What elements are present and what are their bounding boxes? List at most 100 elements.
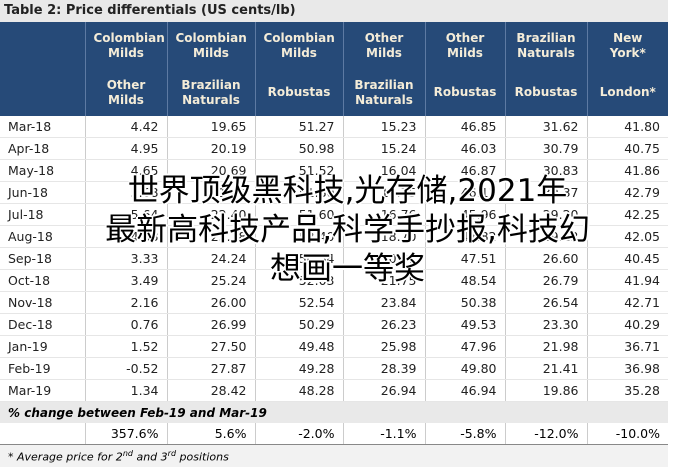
- value-cell: 26.54: [505, 292, 587, 314]
- value-cell: 15.24: [343, 138, 425, 160]
- value-cell: 2.16: [85, 292, 167, 314]
- value-cell: 46.03: [425, 138, 505, 160]
- value-cell: 26.00: [167, 292, 255, 314]
- footnote-part: * Average price for 2: [8, 450, 123, 463]
- header-cell: Robustas: [425, 69, 505, 116]
- month-cell: Dec-18: [0, 314, 85, 336]
- header-cell: Robustas: [255, 69, 343, 116]
- value-cell: 50.38: [425, 292, 505, 314]
- pct-cell: [0, 423, 85, 445]
- pct-cell: -1.1%: [343, 423, 425, 445]
- header-cell: London*: [587, 69, 668, 116]
- value-cell: 27.87: [167, 358, 255, 380]
- footnote-part: and 3: [133, 450, 168, 463]
- header-cell: Colombian Milds: [167, 22, 255, 69]
- header-cell: New York*: [587, 22, 668, 69]
- value-cell: 49.80: [425, 358, 505, 380]
- value-cell: 26.99: [167, 314, 255, 336]
- pct-cell: -5.8%: [425, 423, 505, 445]
- header-cell: Brazilian Naturals: [167, 69, 255, 116]
- overlay-text: 世界顶级黑科技,光存储,2021年最新高科技产品,科学手抄报,科技幻想画一等奖: [0, 172, 695, 289]
- value-cell: 26.23: [343, 314, 425, 336]
- footnote-part: positions: [176, 450, 229, 463]
- pct-label: % change between Feb-19 and Mar-19: [0, 402, 668, 424]
- value-cell: 23.84: [343, 292, 425, 314]
- header-cell: Robustas: [505, 69, 587, 116]
- value-cell: -0.52: [85, 358, 167, 380]
- value-cell: 28.42: [167, 380, 255, 402]
- month-cell: Jan-19: [0, 336, 85, 358]
- value-cell: 50.29: [255, 314, 343, 336]
- footnote-part: rd: [168, 449, 176, 458]
- month-cell: Mar-18: [0, 116, 85, 138]
- footnote-part: nd: [123, 449, 133, 458]
- value-cell: 21.98: [505, 336, 587, 358]
- header-cell: Other Milds: [425, 22, 505, 69]
- value-cell: 50.98: [255, 138, 343, 160]
- value-cell: 41.80: [587, 116, 668, 138]
- pct-cell: -10.0%: [587, 423, 668, 445]
- value-cell: 49.28: [255, 358, 343, 380]
- value-cell: 23.30: [505, 314, 587, 336]
- overlay-line: 最新高科技产品,科学手抄报,科技幻: [0, 211, 695, 250]
- pct-cell: -2.0%: [255, 423, 343, 445]
- value-cell: 49.48: [255, 336, 343, 358]
- value-cell: 52.54: [255, 292, 343, 314]
- value-cell: 4.42: [85, 116, 167, 138]
- value-cell: 0.76: [85, 314, 167, 336]
- value-cell: 20.19: [167, 138, 255, 160]
- value-cell: 35.28: [587, 380, 668, 402]
- value-cell: 21.41: [505, 358, 587, 380]
- value-cell: 36.98: [587, 358, 668, 380]
- header-cell: Brazilian Naturals: [505, 22, 587, 69]
- header-cell: Brazilian Naturals: [343, 69, 425, 116]
- value-cell: 15.23: [343, 116, 425, 138]
- value-cell: 42.71: [587, 292, 668, 314]
- header-cell: Colombian Milds: [255, 22, 343, 69]
- value-cell: 19.86: [505, 380, 587, 402]
- value-cell: 1.34: [85, 380, 167, 402]
- table-title: Table 2: Price differentials (US cents/l…: [0, 0, 668, 22]
- value-cell: 46.94: [425, 380, 505, 402]
- value-cell: 1.52: [85, 336, 167, 358]
- overlay-line: 世界顶级黑科技,光存储,2021年: [0, 172, 695, 211]
- value-cell: 4.95: [85, 138, 167, 160]
- value-cell: 51.27: [255, 116, 343, 138]
- header-cell: [0, 22, 85, 69]
- overlay-line: 想画一等奖: [0, 250, 695, 289]
- value-cell: 26.94: [343, 380, 425, 402]
- value-cell: 28.39: [343, 358, 425, 380]
- value-cell: 36.71: [587, 336, 668, 358]
- header-cell: [0, 69, 85, 116]
- value-cell: 46.85: [425, 116, 505, 138]
- value-cell: 27.50: [167, 336, 255, 358]
- month-cell: Mar-19: [0, 380, 85, 402]
- pct-row: 357.6%5.6%-2.0%-1.1%-5.8%-12.0%-10.0%: [0, 423, 668, 445]
- value-cell: 25.98: [343, 336, 425, 358]
- value-cell: 40.75: [587, 138, 668, 160]
- value-cell: 31.62: [505, 116, 587, 138]
- header-cell: Other Milds: [343, 22, 425, 69]
- footnote: * Average price for 2nd and 3rd position…: [0, 445, 668, 467]
- pct-cell: 357.6%: [85, 423, 167, 445]
- header-cell: Other Milds: [85, 69, 167, 116]
- value-cell: 40.29: [587, 314, 668, 336]
- month-cell: Feb-19: [0, 358, 85, 380]
- pct-cell: -12.0%: [505, 423, 587, 445]
- month-cell: Nov-18: [0, 292, 85, 314]
- pct-label-row: % change between Feb-19 and Mar-19: [0, 402, 668, 424]
- value-cell: 47.96: [425, 336, 505, 358]
- value-cell: 48.28: [255, 380, 343, 402]
- header-cell: Colombian Milds: [85, 22, 167, 69]
- pct-cell: 5.6%: [167, 423, 255, 445]
- value-cell: 49.53: [425, 314, 505, 336]
